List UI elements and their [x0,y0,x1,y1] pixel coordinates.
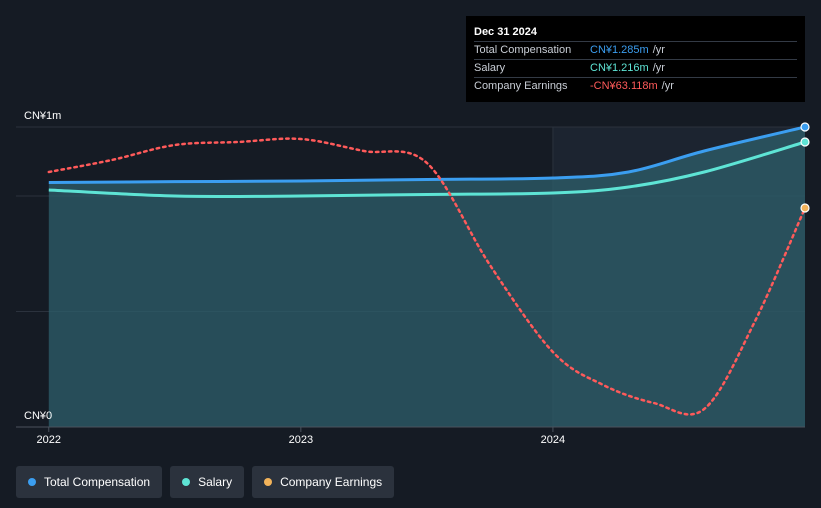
legend-dot-icon [182,478,191,486]
tooltip-value: -CN¥63.118m [590,80,658,92]
tooltip-row-earnings: Company Earnings -CN¥63.118m /yr [474,78,797,95]
y-tick-label: CN¥0 [24,410,52,422]
tooltip-label: Total Compensation [474,44,572,56]
tooltip-value: CN¥1.216m [590,62,649,74]
series-end-marker [800,137,810,147]
legend-label: Salary [198,475,233,489]
legend-label: Company Earnings [280,475,383,489]
legend-label: Total Compensation [44,475,151,489]
tooltip-label: Company Earnings [474,80,568,92]
tooltip-row-total: Total Compensation CN¥1.285m /yr [474,42,797,60]
x-tick-label: 2024 [541,434,565,446]
legend: Total Compensation Salary Company Earnin… [16,466,395,498]
x-tick-label: 2023 [289,434,313,446]
tooltip-date: Dec 31 2024 [474,25,797,42]
series-end-marker [800,203,810,213]
legend-item-salary[interactable]: Salary [170,466,245,498]
y-tick-label: CN¥1m [24,110,61,122]
series-line-company-earnings [47,137,805,416]
tooltip: Dec 31 2024 Total Compensation CN¥1.285m… [466,16,805,102]
series-end-marker [800,122,810,132]
tooltip-unit: /yr [661,80,674,92]
legend-dot-icon [28,478,36,486]
series-line-total-compensation [48,125,805,184]
legend-dot-icon [264,478,273,486]
compensation-area [48,127,806,427]
legend-item-company-earnings[interactable]: Company Earnings [252,466,395,498]
tooltip-value: CN¥1.285m [590,44,649,56]
legend-item-total-compensation[interactable]: Total Compensation [16,466,163,498]
x-tick-label: 2022 [37,434,61,446]
tooltip-unit: /yr [652,44,665,56]
tooltip-unit: /yr [652,62,665,74]
tooltip-row-salary: Salary CN¥1.216m /yr [474,60,797,78]
series-line-salary [48,140,805,199]
tooltip-label: Salary [474,62,506,74]
